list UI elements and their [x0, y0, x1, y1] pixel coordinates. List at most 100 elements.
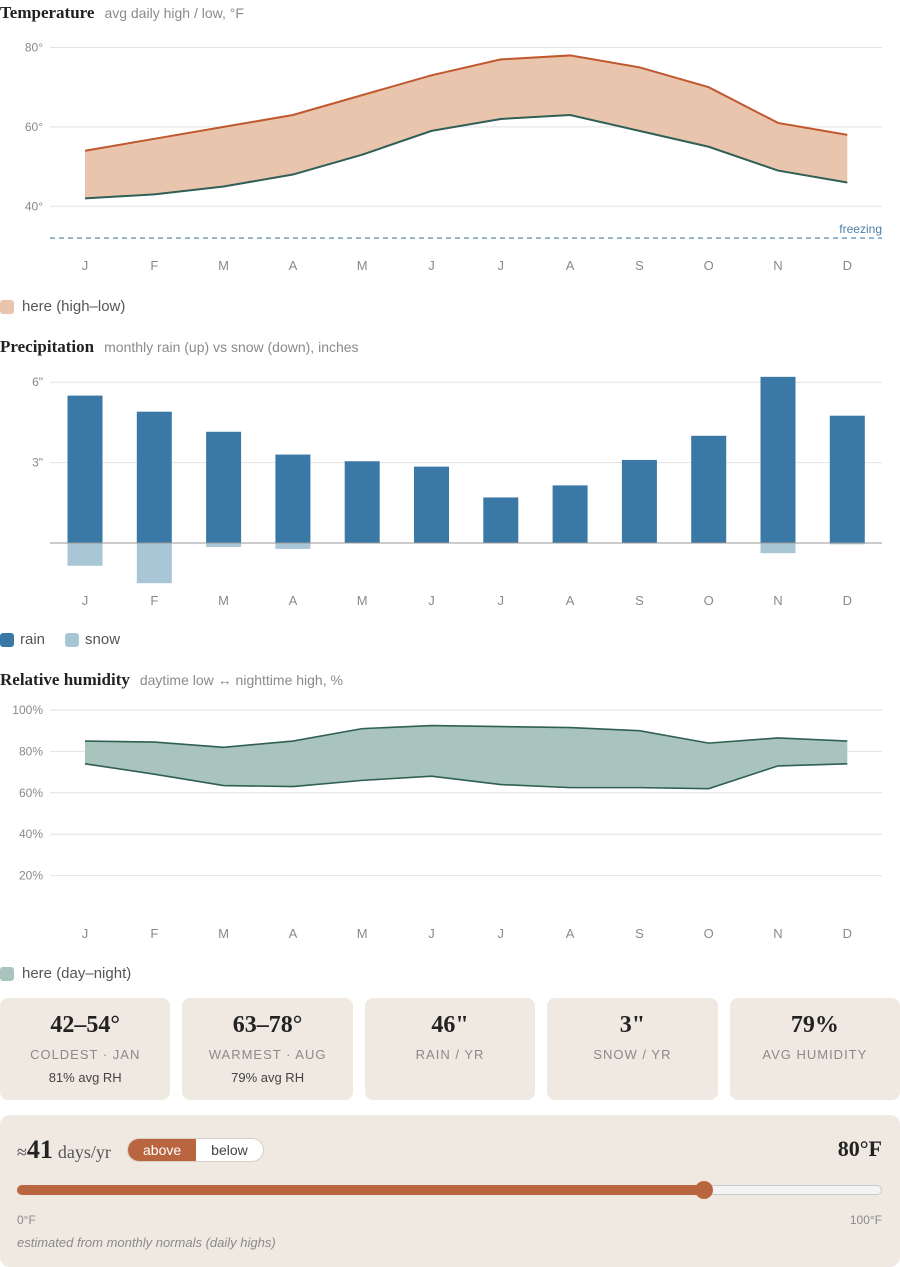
x-tick-label: M — [218, 926, 229, 941]
snow-bar — [760, 543, 796, 554]
x-tick-label: S — [635, 593, 644, 608]
series-line-night — [84, 724, 848, 749]
slider-thumb[interactable] — [694, 1181, 713, 1199]
card-note: 79% avg RH — [231, 1070, 305, 1085]
rain-bar — [344, 461, 380, 543]
slider-min-label: 0°F — [17, 1213, 36, 1227]
x-tick-label: M — [357, 926, 368, 941]
slider-fill — [17, 1185, 704, 1195]
rain-bar — [414, 466, 449, 543]
x-tick-label: F — [150, 926, 158, 941]
x-tick-label: O — [704, 926, 714, 941]
snow-bar — [829, 543, 865, 545]
humidity-legend-label: here (day–night) — [22, 965, 132, 982]
card-value: 79% — [790, 1012, 839, 1038]
x-tick-label: J — [498, 258, 505, 273]
x-tick-label: N — [773, 926, 782, 941]
below-button[interactable]: below — [211, 1142, 248, 1158]
y-tick-label: 60° — [25, 120, 43, 134]
x-tick-label: M — [218, 593, 229, 608]
snow-bar — [67, 543, 103, 566]
x-tick-label: D — [843, 593, 852, 608]
x-tick-label: F — [150, 593, 158, 608]
x-tick-label: M — [357, 593, 368, 608]
x-tick-label: M — [357, 258, 368, 273]
legend-snow-swatch — [65, 632, 80, 647]
precipitation-legend: rain snow — [0, 631, 132, 648]
temperature-band — [85, 55, 848, 199]
temperature-chart: 80° 60° 40° freezing J F M A M J J A S O N D — [25, 41, 882, 273]
legend-snow-label: snow — [85, 631, 121, 648]
x-tick-label: J — [82, 258, 89, 273]
temperature-title: Temperature — [0, 3, 95, 22]
x-tick-label: A — [289, 258, 298, 273]
x-tick-label: J — [428, 258, 435, 273]
y-tick-label: 40% — [19, 827, 43, 841]
y-tick-label: 6" — [32, 375, 43, 389]
y-tick-label: 60% — [19, 786, 43, 800]
card-label: SNOW / YR — [593, 1047, 672, 1062]
card-value: 46" — [431, 1012, 469, 1038]
precipitation-header: Precipitation monthly rain (up) vs snow … — [0, 337, 359, 357]
x-tick-label: J — [498, 926, 505, 941]
temperature-legend-swatch — [0, 299, 14, 314]
legend-rain: rain — [0, 631, 45, 648]
x-tick-label: A — [289, 926, 298, 941]
y-tick-label: 20% — [19, 869, 43, 883]
card-warmest: 63–78° WARMEST · AUG 79% avg RH — [182, 998, 353, 1100]
rain-bar — [67, 395, 103, 543]
rain-bar — [136, 411, 172, 543]
series-line-day — [84, 763, 848, 790]
threshold-slider[interactable] — [17, 1181, 882, 1199]
humidity-legend-swatch — [0, 966, 14, 981]
days-readout: ≈ 41 days/yr — [17, 1135, 111, 1165]
x-tick-label: A — [566, 258, 575, 273]
x-tick-label: D — [843, 258, 852, 273]
card-value: 3" — [619, 1012, 646, 1038]
x-tick-label: S — [635, 258, 644, 273]
temperature-subtitle: avg daily high / low, °F — [104, 5, 244, 21]
card-note: 81% avg RH — [48, 1070, 122, 1085]
freezing-label: freezing — [839, 222, 882, 236]
x-tick-label: S — [635, 926, 644, 941]
series-line-high — [84, 54, 848, 152]
precipitation-subtitle: monthly rain (up) vs snow (down), inches — [104, 339, 359, 355]
x-tick-label: J — [82, 593, 89, 608]
card-snow: 3" SNOW / YR — [547, 998, 718, 1100]
legend-rain-label: rain — [20, 631, 46, 648]
humidity-title: Relative humidity — [0, 670, 130, 689]
temperature-legend: here (high–low) — [0, 298, 125, 315]
humidity-subtitle: daytime low ↔ nighttime high, % — [139, 672, 343, 688]
y-tick-label: 80% — [19, 744, 43, 758]
y-tick-label: 80° — [25, 41, 43, 55]
days-count: 41 — [26, 1135, 53, 1164]
legend-rain-swatch — [0, 632, 14, 647]
y-tick-label: 100% — [12, 703, 43, 717]
x-tick-label: A — [566, 926, 575, 941]
x-tick-label: J — [428, 593, 435, 608]
rain-bar — [206, 431, 242, 543]
card-rain: 46" RAIN / YR — [364, 998, 536, 1100]
precipitation-title: Precipitation — [0, 337, 95, 356]
humidity-legend: here (day–night) — [0, 965, 131, 982]
card-label: COLDEST · JAN — [30, 1047, 141, 1062]
card-value: 42–54° — [50, 1012, 120, 1038]
x-tick-label: A — [566, 593, 575, 608]
above-below-toggle: above below — [127, 1138, 264, 1162]
humidity-chart: 100% 80% 60% 40% 20% J F M A M J J A S O N D — [12, 703, 882, 941]
card-value: 63–78° — [232, 1012, 303, 1038]
temperature-header: Temperature avg daily high / low, °F — [0, 3, 244, 23]
footnote: estimated from monthly normals (daily hi… — [17, 1235, 276, 1250]
card-humidity: 79% AVG HUMIDITY — [729, 998, 900, 1100]
x-tick-label: O — [704, 593, 714, 608]
rain-bar — [483, 497, 519, 543]
threshold-value: 80°F — [837, 1136, 882, 1161]
card-label: WARMEST · AUG — [208, 1047, 327, 1062]
rain-bar — [691, 435, 727, 543]
card-label: AVG HUMIDITY — [762, 1047, 868, 1062]
slider-max-label: 100°F — [849, 1213, 882, 1227]
above-button[interactable]: above — [128, 1139, 197, 1161]
rain-bar — [760, 376, 796, 543]
rain-bar — [275, 454, 311, 543]
x-tick-label: J — [498, 593, 505, 608]
